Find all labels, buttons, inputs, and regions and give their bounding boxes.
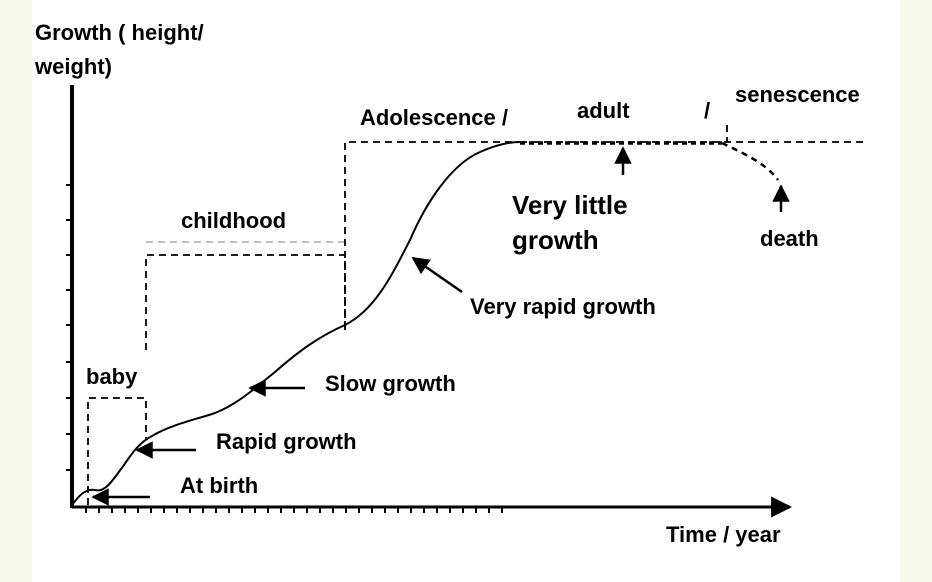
very-rapid-growth-arrow <box>411 256 463 294</box>
stage-slash: / <box>704 98 711 123</box>
death-label: death <box>760 226 819 251</box>
stage-senescence-label: senescence <box>735 82 860 107</box>
growth-curve <box>71 141 521 506</box>
senescence-decline <box>721 141 780 181</box>
childhood-box <box>145 254 346 350</box>
x-axis-ticks <box>85 507 503 513</box>
stage-adolescence-label: Adolescence / <box>360 105 508 130</box>
annotation-arrows <box>91 146 790 506</box>
adolescence-box <box>344 141 520 330</box>
x-axis-label: Time / year <box>666 522 781 547</box>
very-rapid-growth-label: Very rapid growth <box>470 294 656 319</box>
baby-box <box>87 397 147 505</box>
slow-growth-label: Slow growth <box>325 371 456 396</box>
y-axis-label-line1: Growth ( height/ <box>35 20 204 45</box>
y-axis-label-line2: weight) <box>35 54 112 79</box>
diagram-panel <box>32 0 900 582</box>
stage-childhood-label: childhood <box>181 208 287 233</box>
very-little-growth-label-line2: growth <box>512 225 599 255</box>
stage-baby-label: baby <box>86 364 138 389</box>
at-birth-label: At birth <box>180 473 259 498</box>
very-little-growth-label-line1: Very little <box>512 190 628 220</box>
stage-adult-label: adult <box>577 98 630 123</box>
rapid-growth-label: Rapid growth <box>216 429 357 454</box>
y-axis-ticks <box>66 184 72 471</box>
